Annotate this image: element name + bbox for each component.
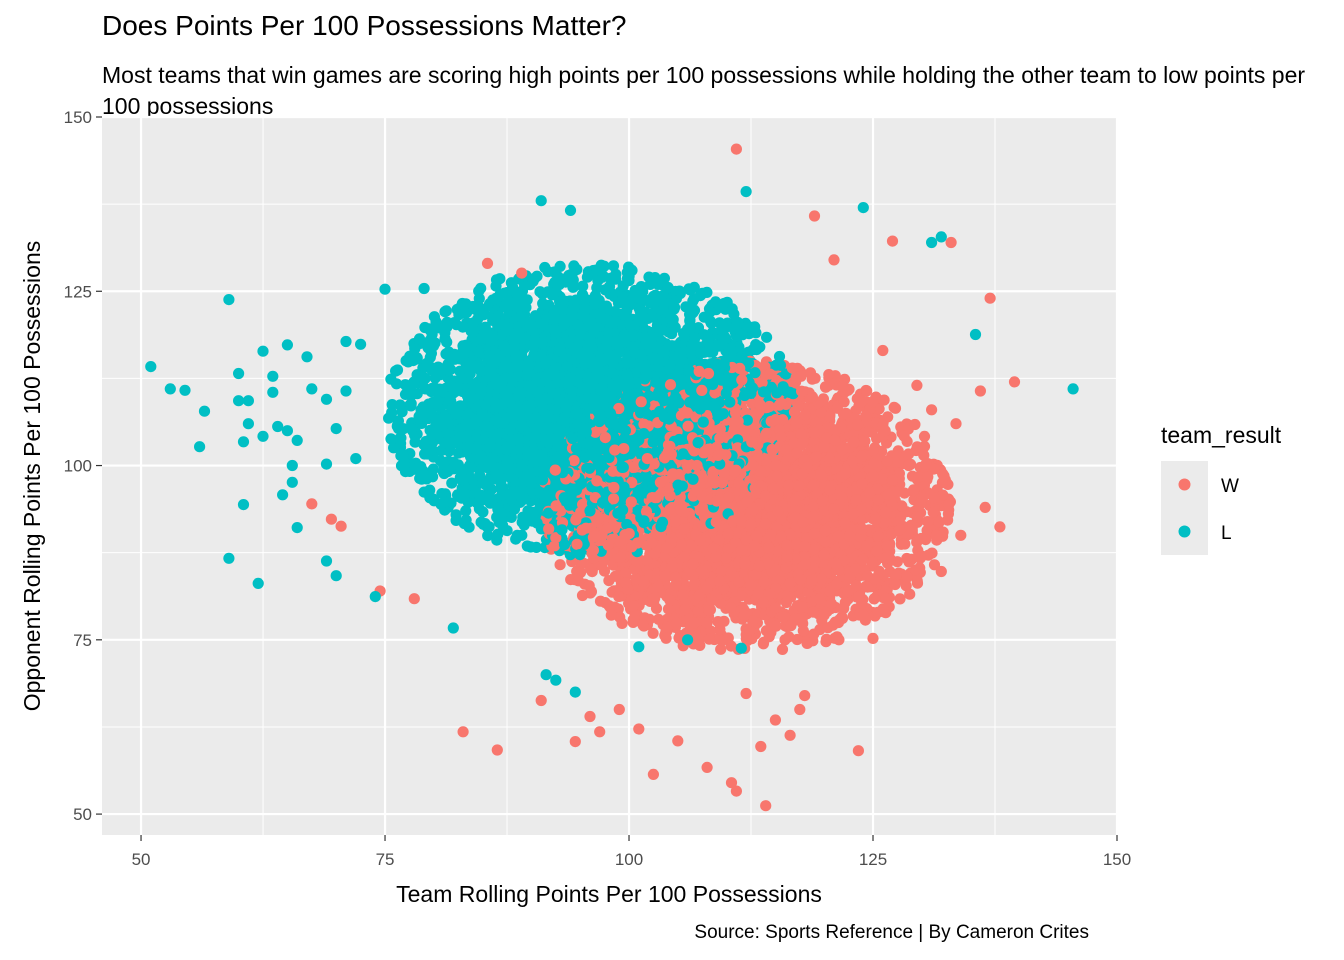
point-w (554, 559, 566, 571)
major-gridlines (102, 115, 1119, 835)
point-w (776, 643, 789, 656)
point-l (391, 364, 404, 376)
point-w (933, 516, 945, 528)
point-w (909, 418, 921, 431)
point-l (385, 433, 397, 445)
point-l (673, 285, 686, 297)
point-w (894, 593, 906, 605)
point-w (715, 643, 727, 655)
chart-subtitle: Most teams that win games are scoring hi… (102, 62, 1306, 119)
point-l (516, 529, 528, 541)
point-w (889, 402, 902, 414)
point-l (577, 280, 589, 292)
chart-title: Does Points Per 100 Possessions Matter? (102, 10, 627, 41)
data-points (145, 143, 1079, 812)
